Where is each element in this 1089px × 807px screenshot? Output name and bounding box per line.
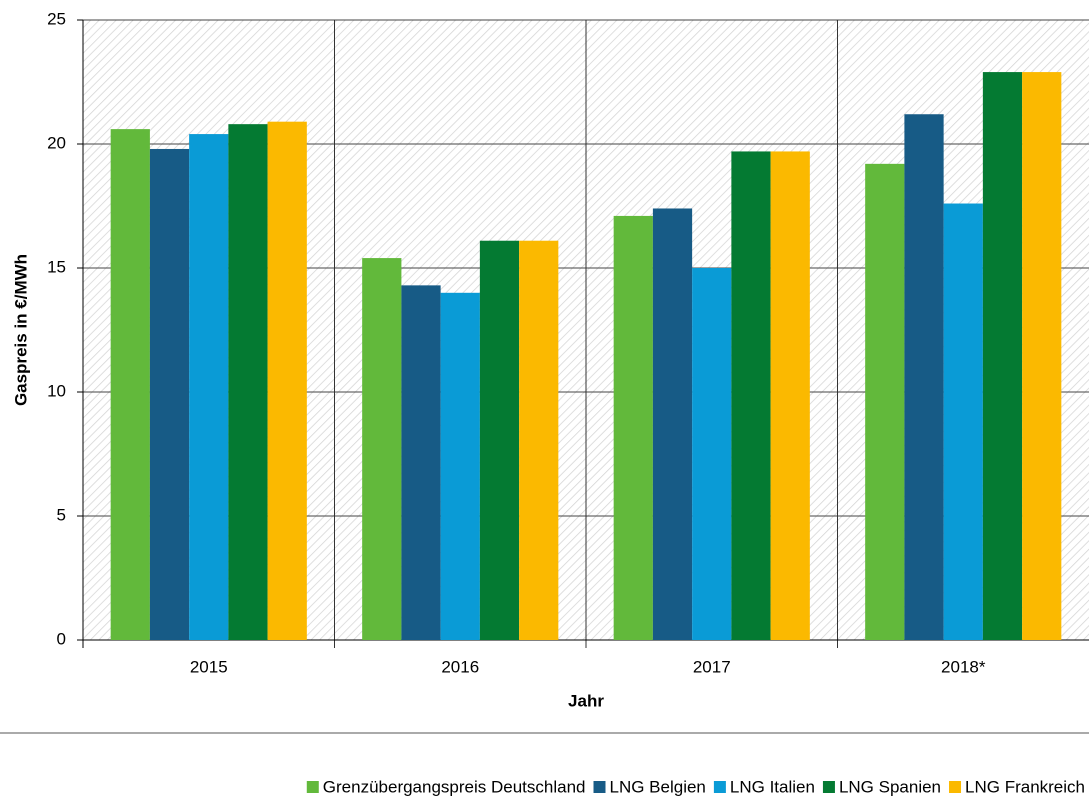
- bar: [110, 129, 150, 640]
- y-tick-label: 25: [47, 9, 66, 28]
- x-axis-title: Jahr: [568, 691, 604, 710]
- bar: [652, 208, 693, 641]
- bar: [904, 114, 944, 641]
- y-tick-label: 10: [47, 381, 66, 400]
- x-tick-label: 2017: [693, 657, 731, 676]
- bar: [189, 134, 229, 640]
- legend-label: LNG Frankreich: [965, 777, 1085, 796]
- bar: [149, 148, 190, 640]
- bar: [479, 240, 520, 640]
- legend-swatch: [713, 781, 726, 793]
- legend-swatch: [949, 781, 962, 793]
- x-tick-label: 2016: [441, 657, 479, 676]
- y-tick-label: 15: [47, 257, 66, 276]
- y-tick-label: 0: [57, 629, 66, 648]
- bar: [401, 285, 441, 640]
- bar: [440, 292, 480, 640]
- legend-label: LNG Italien: [730, 777, 815, 796]
- legend-swatch: [306, 781, 319, 793]
- y-axis-title: Gaspreis in €/MWh: [11, 254, 30, 406]
- bar: [770, 151, 810, 640]
- bar: [692, 268, 732, 640]
- bar: [613, 215, 653, 641]
- bar: [267, 121, 307, 641]
- x-tick-label: 2015: [190, 657, 228, 676]
- y-tick-label: 20: [47, 133, 66, 152]
- bar: [519, 240, 559, 640]
- bar: [1022, 72, 1062, 640]
- bar: [943, 203, 983, 640]
- legend-swatch: [822, 781, 835, 793]
- x-tick-label: 2018*: [941, 657, 986, 676]
- legend-label: LNG Spanien: [839, 777, 941, 796]
- y-tick-label: 5: [57, 505, 66, 524]
- bar: [982, 72, 1023, 640]
- bar: [362, 258, 402, 640]
- legend-label: Grenzübergangspreis Deutschland: [323, 777, 586, 796]
- bar: [865, 163, 905, 640]
- legend-swatch: [593, 781, 606, 793]
- legend-label: LNG Belgien: [610, 777, 706, 796]
- bar: [228, 124, 268, 640]
- bar: [731, 151, 771, 640]
